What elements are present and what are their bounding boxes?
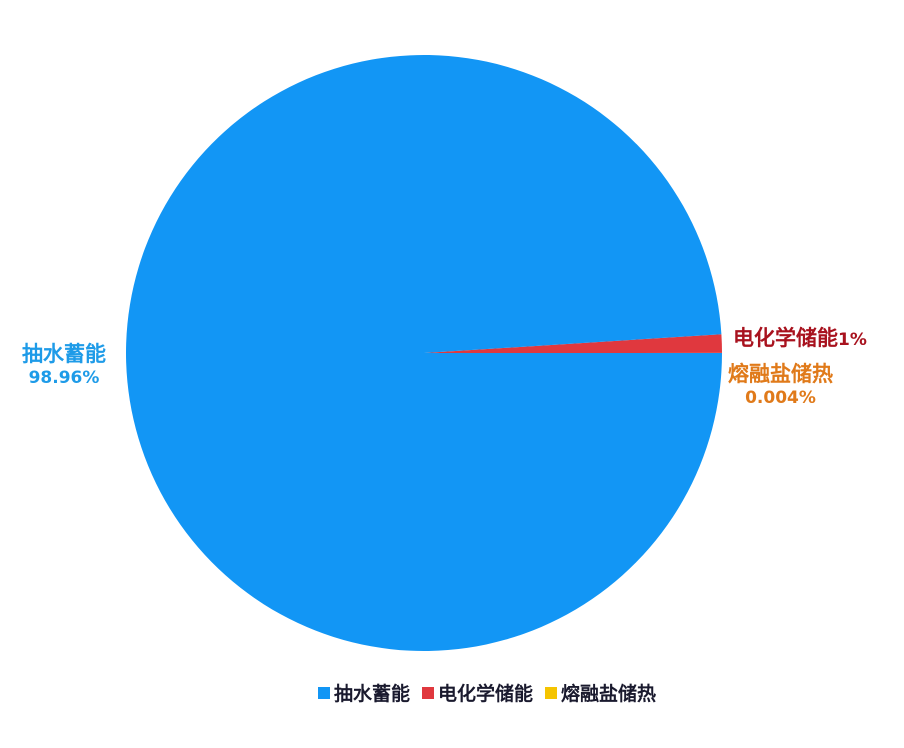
label-pumped-hydro: 抽水蓄能 98.96% bbox=[22, 338, 106, 388]
legend-label: 抽水蓄能 bbox=[334, 683, 411, 705]
label-value: 0.004% bbox=[745, 388, 816, 408]
legend: 抽水蓄能 电化学储能 熔融盐储热 bbox=[318, 679, 662, 706]
label-name: 抽水蓄能 bbox=[22, 342, 106, 366]
legend-item: 电化学储能 bbox=[422, 679, 533, 706]
label-name: 熔融盐储热 bbox=[728, 362, 833, 386]
label-molten-salt: 熔融盐储热 0.004% bbox=[728, 358, 833, 408]
legend-label: 电化学储能 bbox=[438, 683, 534, 705]
label-name: 电化学储能 bbox=[733, 326, 838, 350]
pie-slice bbox=[424, 334, 722, 353]
legend-item: 熔融盐储热 bbox=[545, 679, 656, 706]
legend-swatch bbox=[318, 686, 330, 699]
label-electrochemical: 电化学储能1% bbox=[733, 322, 867, 352]
legend-swatch bbox=[422, 686, 435, 699]
label-value: 1% bbox=[838, 330, 867, 350]
legend-label: 熔融盐储热 bbox=[561, 683, 657, 705]
legend-swatch bbox=[545, 686, 558, 699]
legend-item: 抽水蓄能 bbox=[318, 679, 410, 706]
label-value: 98.96% bbox=[28, 368, 100, 388]
pie-slice bbox=[126, 55, 723, 652]
